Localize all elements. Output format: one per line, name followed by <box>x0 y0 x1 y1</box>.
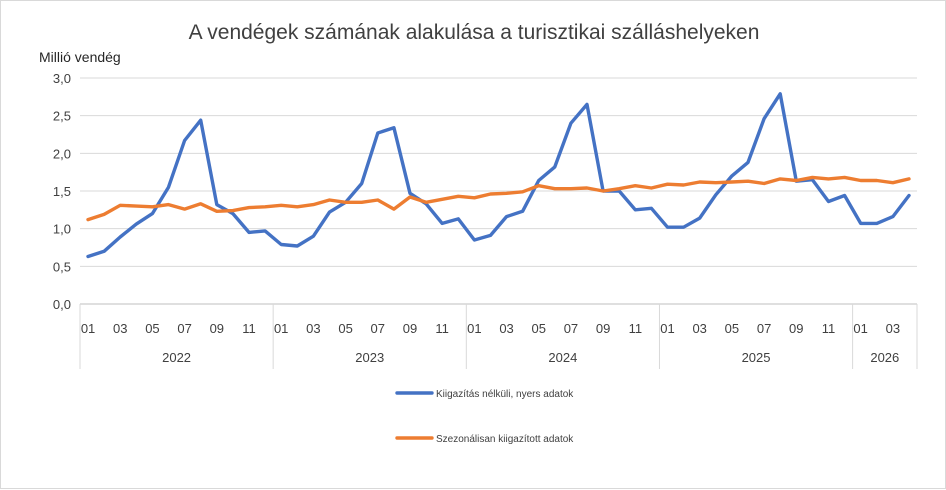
x-tick-label: 07 <box>371 321 385 336</box>
legend: Kiigazítás nélküli, nyers adatok Szezonál… <box>395 389 574 445</box>
year-label: 2023 <box>355 350 384 365</box>
x-axis: 01 03 05 07 09 11 01 03 05 07 09 11 01 03 05 07 09 11 01 03… <box>79 304 918 369</box>
x-tick-label: 01 <box>81 321 95 336</box>
gridlines <box>80 77 917 305</box>
x-tick-label: 05 <box>338 321 352 336</box>
chart-title: A vendégek számának alakulása a turiszti… <box>189 21 760 44</box>
x-tick-label: 03 <box>306 321 320 336</box>
year-label: 2026 <box>870 350 899 365</box>
x-tick-label: 11 <box>435 321 449 336</box>
year-label: 2025 <box>742 350 771 365</box>
y-tick-label: 0,0 <box>53 297 71 312</box>
x-tick-label: 03 <box>886 321 900 336</box>
x-tick-label: 11 <box>822 321 836 336</box>
y-tick-label: 0,5 <box>53 259 71 274</box>
x-tick-label: 07 <box>177 321 191 336</box>
x-tick-label: 09 <box>210 321 224 336</box>
series-line-1 <box>86 92 911 259</box>
x-tick-label: 05 <box>145 321 159 336</box>
year-label: 2024 <box>548 350 577 365</box>
x-tick-label: 03 <box>113 321 127 336</box>
x-tick-label: 03 <box>499 321 513 336</box>
year-label: 2022 <box>162 350 191 365</box>
x-tick-label: 03 <box>692 321 706 336</box>
x-tick-label: 01 <box>853 321 867 336</box>
x-tick-label: 09 <box>789 321 803 336</box>
legend-label-2: Szezonálisan kiigazított adatok <box>436 434 574 445</box>
x-tick-label: 09 <box>596 321 610 336</box>
y-axis-label: Millió vendég <box>39 49 121 65</box>
x-tick-label: 05 <box>532 321 546 336</box>
y-tick-label: 2,5 <box>53 109 71 124</box>
y-tick-label: 2,0 <box>53 146 71 161</box>
x-tick-label: 11 <box>629 321 643 336</box>
x-tick-label: 01 <box>274 321 288 336</box>
series-lines <box>86 92 911 259</box>
y-tick-label: 1,5 <box>53 184 71 199</box>
x-tick-label: 01 <box>660 321 674 336</box>
x-tick-label: 09 <box>403 321 417 336</box>
series-line-2 <box>86 175 911 222</box>
x-tick-label: 05 <box>725 321 739 336</box>
x-tick-label: 01 <box>467 321 481 336</box>
legend-label-1: Kiigazítás nélküli, nyers adatok <box>436 389 574 400</box>
x-tick-label: 07 <box>564 321 578 336</box>
y-tick-label: 1,0 <box>53 222 71 237</box>
y-tick-label: 3,0 <box>53 71 71 86</box>
x-tick-label: 11 <box>242 321 256 336</box>
x-tick-label: 07 <box>757 321 771 336</box>
y-tick-labels: 0,0 0,5 1,0 1,5 2,0 2,5 3,0 <box>53 71 71 312</box>
